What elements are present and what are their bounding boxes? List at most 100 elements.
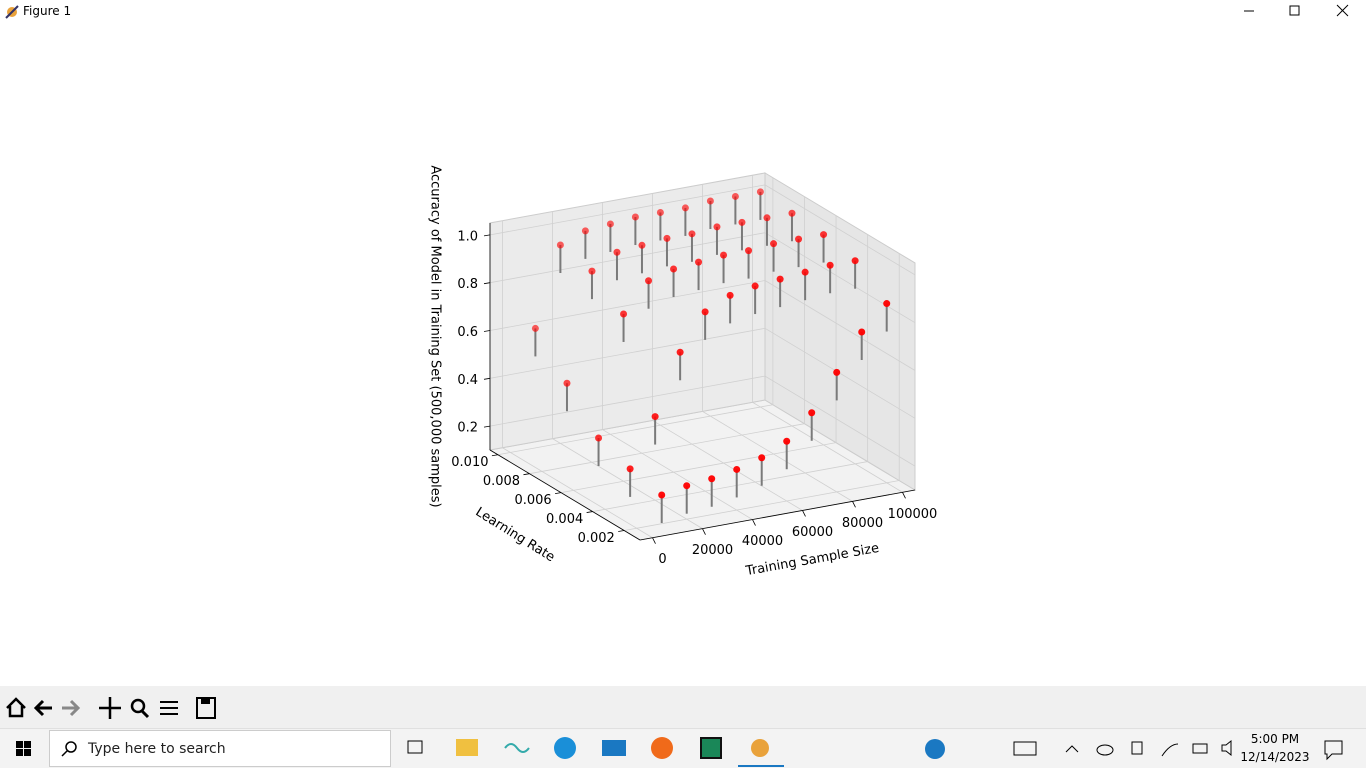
data-point xyxy=(706,197,714,205)
grid-line xyxy=(552,438,703,529)
axis-line xyxy=(639,489,916,541)
z-tick xyxy=(483,234,491,237)
x-tick xyxy=(702,528,706,535)
data-point xyxy=(826,261,834,269)
data-point xyxy=(626,465,634,473)
z-tick xyxy=(483,330,491,332)
data-point xyxy=(883,300,891,308)
z-tick xyxy=(483,425,491,428)
data-point xyxy=(556,241,564,249)
grid-line xyxy=(764,184,916,276)
data-point xyxy=(563,379,571,387)
grid-line xyxy=(764,280,916,371)
data-point xyxy=(581,227,589,235)
x-tick xyxy=(852,501,856,508)
system-tray[interactable] xyxy=(1010,729,1250,767)
grid-line xyxy=(764,232,916,324)
y-tick-label: 0.008 xyxy=(483,474,520,489)
data-point xyxy=(770,240,778,248)
data-point xyxy=(638,241,646,249)
data-point xyxy=(788,209,796,217)
data-point xyxy=(776,275,784,283)
y-tick-label: 0.006 xyxy=(514,493,551,508)
x-tick xyxy=(802,510,806,517)
x-tick-label: 60000 xyxy=(792,525,833,540)
help-icon[interactable] xyxy=(923,737,947,761)
x-tick-label: 100000 xyxy=(888,507,938,522)
chart: 0 20000 40000 60000 80000 100000 0.002 0.004 0.0… xyxy=(428,165,938,579)
z-tick xyxy=(483,282,491,285)
window-controls[interactable] xyxy=(1226,0,1366,24)
data-point xyxy=(631,213,639,221)
taskbar-apps[interactable] xyxy=(400,729,820,767)
z-tick-label: 0.2 xyxy=(457,421,478,436)
search-box[interactable]: Type here to search xyxy=(49,730,391,767)
toolbar xyxy=(0,686,1366,728)
data-point xyxy=(758,454,766,462)
clock-date: 12/14/2023 xyxy=(1240,750,1310,764)
grid-line xyxy=(497,404,773,456)
grid-line xyxy=(624,480,900,531)
title-bar: Figure 1 xyxy=(0,0,1366,24)
data-point xyxy=(708,475,716,483)
grid-line xyxy=(764,375,916,467)
y-tick xyxy=(523,473,530,476)
y-tick-label: 0.002 xyxy=(578,531,615,546)
data-point xyxy=(645,277,653,285)
toolbar-icons[interactable] xyxy=(0,686,230,728)
data-point xyxy=(851,257,859,265)
y-tick xyxy=(586,511,593,513)
start-button[interactable] xyxy=(12,729,42,767)
data-point xyxy=(670,265,678,273)
data-point xyxy=(606,220,614,228)
data-point xyxy=(588,267,596,275)
z-tick xyxy=(483,377,491,380)
y-tick xyxy=(554,492,562,495)
x-tick-label: 80000 xyxy=(842,516,883,531)
data-point xyxy=(713,223,721,231)
data-point xyxy=(858,328,866,336)
grid-line xyxy=(489,232,766,284)
grid-line xyxy=(592,461,868,512)
data-point xyxy=(613,248,621,256)
grid-line xyxy=(529,423,805,475)
data-point xyxy=(658,491,666,499)
data-point xyxy=(731,192,739,200)
grid-line xyxy=(560,442,837,494)
data-point xyxy=(688,230,696,238)
clock-time: 5:00 PM xyxy=(1250,732,1300,746)
grid-line xyxy=(489,375,766,427)
x-tick-label: 40000 xyxy=(742,534,783,549)
grid-line xyxy=(702,411,853,502)
data-point xyxy=(726,291,734,299)
grid-line xyxy=(602,429,753,520)
search-icon xyxy=(61,741,77,757)
axis-line xyxy=(489,449,641,541)
data-point xyxy=(681,204,689,212)
data-point xyxy=(783,437,791,445)
grid-line xyxy=(752,401,903,493)
z-axis-label: Accuracy of Model in Training Set (500,0… xyxy=(428,165,443,507)
z-tick-label: 0.6 xyxy=(457,325,478,340)
search-placeholder: Type here to search xyxy=(88,741,226,757)
data-point xyxy=(651,413,659,421)
data-point xyxy=(738,218,746,226)
x-tick xyxy=(752,519,756,526)
data-point xyxy=(620,310,628,318)
z-tick-label: 0.8 xyxy=(457,277,478,292)
y-tick xyxy=(618,530,625,532)
grid-line xyxy=(489,184,766,236)
y-tick xyxy=(491,454,498,457)
taskbar: Type here to search 5:00 PM 12/14/2023 xyxy=(0,728,1366,768)
data-point xyxy=(820,231,828,239)
data-point xyxy=(763,214,771,222)
data-point xyxy=(756,188,764,196)
x-tick-label: 20000 xyxy=(692,543,733,558)
x-tick xyxy=(652,537,656,544)
window-title: Figure 1 xyxy=(23,4,72,18)
data-point xyxy=(720,251,728,259)
notifications[interactable] xyxy=(1322,738,1346,762)
grid-line xyxy=(502,447,653,539)
grid-line xyxy=(489,280,766,331)
